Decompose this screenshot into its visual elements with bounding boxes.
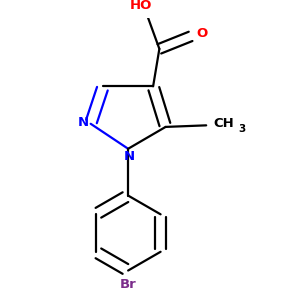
Text: Br: Br — [120, 278, 136, 291]
Text: 3: 3 — [238, 124, 246, 134]
Text: N: N — [124, 150, 135, 163]
Text: O: O — [197, 27, 208, 40]
Text: N: N — [77, 116, 88, 129]
Text: HO: HO — [129, 0, 152, 12]
Text: CH: CH — [213, 117, 234, 130]
